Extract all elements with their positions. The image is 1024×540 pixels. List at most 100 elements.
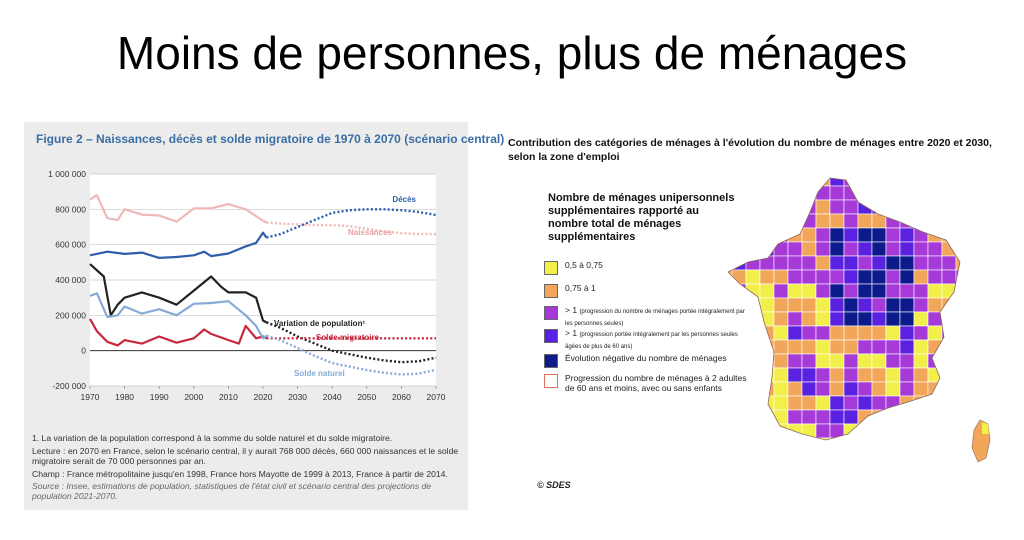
- x-tick-label: 1970: [81, 392, 100, 402]
- map-zone: [955, 437, 960, 440]
- map-zone: [815, 213, 831, 229]
- map-zone: [885, 311, 901, 327]
- map-zone: [955, 423, 960, 439]
- map-zone: [745, 178, 761, 187]
- map-zone: [843, 269, 859, 285]
- map-zone: [773, 283, 789, 299]
- map-zone: [829, 381, 845, 397]
- y-tick-label: 400 000: [55, 275, 86, 285]
- map-zone: [843, 213, 859, 229]
- map-zone: [815, 367, 831, 383]
- map-zone: [899, 423, 915, 439]
- map-zone: [941, 269, 957, 285]
- map-zone: [843, 227, 859, 243]
- map-zone: [745, 353, 761, 369]
- map-zone: [731, 269, 747, 285]
- map-zone: [787, 381, 803, 397]
- map-zone: [899, 381, 915, 397]
- map-zone: [787, 325, 803, 341]
- map-zone: [731, 381, 747, 397]
- map-zone: [885, 241, 901, 257]
- map-zone: [885, 325, 901, 341]
- map-zone: [801, 367, 817, 383]
- series-label: Variation de population¹: [274, 319, 365, 328]
- y-tick-label: 800 000: [55, 204, 86, 214]
- map-zone: [815, 185, 831, 201]
- map-zone: [787, 367, 803, 383]
- map-zone: [871, 381, 887, 397]
- map-zone: [885, 297, 901, 313]
- map-zone: [728, 395, 733, 411]
- map-zone: [941, 213, 957, 229]
- map-zone: [745, 185, 761, 201]
- map-zone: [899, 269, 915, 285]
- map-zone: [913, 178, 929, 187]
- map-zone: [745, 395, 761, 411]
- map-zone: [913, 409, 929, 425]
- map-zone: [773, 213, 789, 229]
- map-zone: [885, 437, 901, 440]
- map-zone: [815, 353, 831, 369]
- map-zone: [787, 227, 803, 243]
- map-zone: [927, 367, 943, 383]
- map-zone: [913, 339, 929, 355]
- map-zone: [801, 255, 817, 271]
- legend-swatch-indigo: [544, 329, 558, 343]
- map-zone: [899, 325, 915, 341]
- map-zone: [731, 409, 747, 425]
- series-label: Solde migratoire: [316, 333, 380, 342]
- map-zone: [801, 241, 817, 257]
- map-zone: [913, 199, 929, 215]
- map-zone: [955, 297, 960, 313]
- france-map: [727, 177, 991, 463]
- x-tick-label: 2040: [323, 392, 342, 402]
- map-zone: [745, 381, 761, 397]
- map-zone: [955, 213, 960, 229]
- map-zone: [857, 311, 873, 327]
- map-zone: [913, 255, 929, 271]
- map-zone: [885, 381, 901, 397]
- map-zone: [913, 395, 929, 411]
- y-tick-label: -200 000: [52, 381, 86, 391]
- map-zone: [815, 283, 831, 299]
- map-zone: [955, 381, 960, 397]
- map-zone: [843, 283, 859, 299]
- map-zone: [801, 227, 817, 243]
- map-zone: [871, 269, 887, 285]
- map-zone: [941, 367, 957, 383]
- map-zone: [843, 353, 859, 369]
- map-zone: [731, 437, 747, 440]
- map-zone: [773, 311, 789, 327]
- legend-item: 0,75 à 1: [544, 283, 750, 298]
- map-zone: [745, 269, 761, 285]
- map-zone: [728, 283, 733, 299]
- map-zone: [885, 227, 901, 243]
- map-zone: [759, 409, 775, 425]
- map-zone: [857, 437, 873, 440]
- map-zone: [731, 311, 747, 327]
- map-zone: [829, 283, 845, 299]
- x-tick-label: 2050: [357, 392, 376, 402]
- map-zone: [955, 395, 960, 411]
- map-zone: [955, 255, 960, 271]
- map-zone: [731, 353, 747, 369]
- x-tick-label: 2060: [392, 392, 411, 402]
- map-zone: [941, 395, 957, 411]
- map-zone: [843, 437, 859, 440]
- series-line-historical: [89, 231, 268, 260]
- legend-item: Progression du nombre de ménages à 2 adu…: [544, 373, 750, 393]
- map-zone: [829, 437, 845, 440]
- map-zone: [899, 283, 915, 299]
- figure-panel: Figure 2 – Naissances, décès et solde mi…: [24, 122, 504, 510]
- map-zone: [773, 227, 789, 243]
- map-zone: [773, 185, 789, 201]
- legend-item: 0,5 à 0,75: [544, 260, 750, 275]
- map-zone: [728, 325, 733, 341]
- map-zone: [899, 367, 915, 383]
- map-zone: [857, 367, 873, 383]
- map-zone: [913, 297, 929, 313]
- figure-reading-note: Lecture : en 2070 en France, selon le sc…: [32, 446, 459, 466]
- map-regions: [728, 178, 960, 440]
- map-zone: [773, 269, 789, 285]
- map-zone: [829, 339, 845, 355]
